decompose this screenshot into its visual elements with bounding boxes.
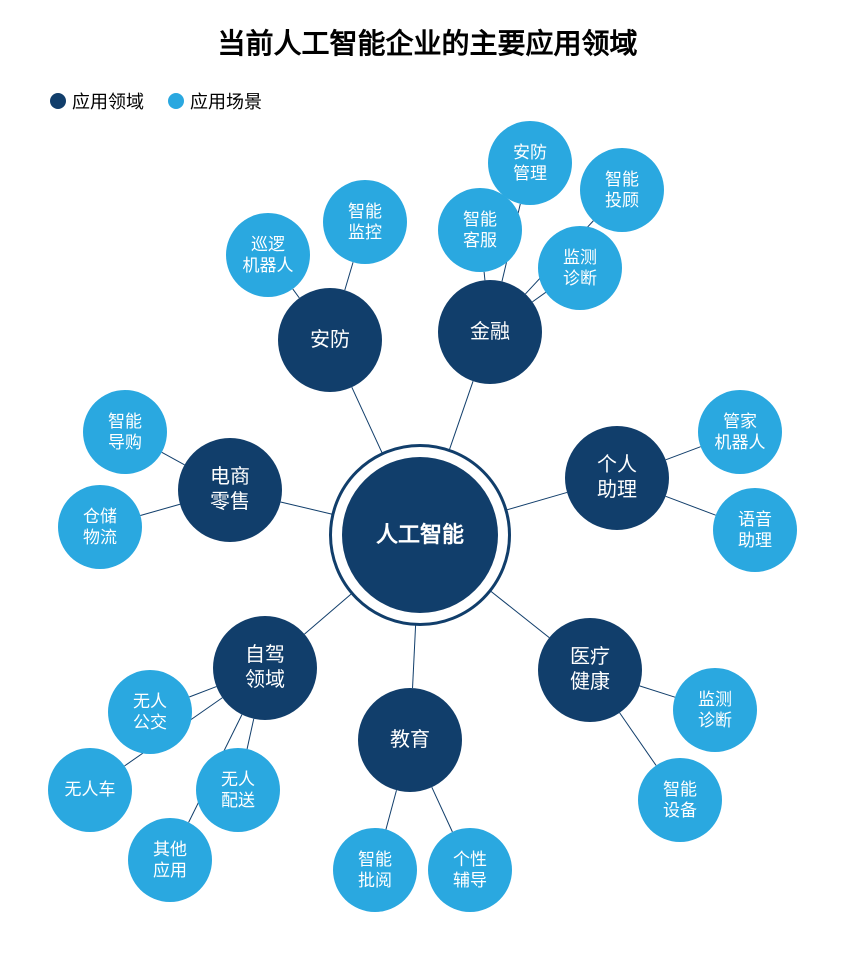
- domain-jinrong: 金融: [438, 280, 542, 384]
- scene-jinrong-2-label: 智能 投顾: [605, 169, 639, 212]
- scene-anfang-0: 巡逻 机器人: [226, 213, 310, 297]
- scene-geren-0: 管家 机器人: [698, 390, 782, 474]
- domain-jiaoyu-label: 教育: [390, 728, 430, 753]
- domain-geren-label: 个人 助理: [597, 453, 637, 503]
- scene-jiaoyu-1: 个性 辅导: [428, 828, 512, 912]
- domain-zijia-label: 自驾 领域: [245, 643, 285, 693]
- domain-zijia: 自驾 领域: [213, 616, 317, 720]
- scene-jinrong-3-label: 监测 诊断: [563, 247, 597, 290]
- scene-zijia-1-label: 无人车: [65, 779, 116, 800]
- scene-anfang-1-label: 智能 监控: [348, 201, 382, 244]
- scene-zijia-3: 其他 应用: [128, 818, 212, 902]
- scene-yiliao-1-label: 智能 设备: [663, 779, 697, 822]
- scene-jiaoyu-1-label: 个性 辅导: [453, 849, 487, 892]
- scene-jinrong-0-label: 智能 客服: [463, 209, 497, 252]
- scene-yiliao-1: 智能 设备: [638, 758, 722, 842]
- scene-geren-1-label: 语音 助理: [738, 509, 772, 552]
- scene-jiaoyu-0-label: 智能 批阅: [358, 849, 392, 892]
- center-node-label: 人工智能: [376, 521, 464, 549]
- scene-jinrong-2: 智能 投顾: [580, 148, 664, 232]
- scene-zijia-2: 无人 配送: [196, 748, 280, 832]
- scene-anfang-0-label: 巡逻 机器人: [243, 234, 294, 277]
- scene-geren-0-label: 管家 机器人: [715, 411, 766, 454]
- domain-anfang-label: 安防: [310, 328, 350, 353]
- scene-zijia-0-label: 无人 公交: [133, 691, 167, 734]
- scene-anfang-1: 智能 监控: [323, 180, 407, 264]
- scene-dianshang-1: 仓储 物流: [58, 485, 142, 569]
- scene-jinrong-3: 监测 诊断: [538, 226, 622, 310]
- domain-geren: 个人 助理: [565, 426, 669, 530]
- domain-dianshang: 电商 零售: [178, 438, 282, 542]
- scene-jinrong-0: 智能 客服: [438, 188, 522, 272]
- scene-yiliao-0-label: 监测 诊断: [698, 689, 732, 732]
- domain-yiliao-label: 医疗 健康: [570, 645, 610, 695]
- domain-jiaoyu: 教育: [358, 688, 462, 792]
- scene-zijia-2-label: 无人 配送: [221, 769, 255, 812]
- scene-jinrong-1: 安防 管理: [488, 121, 572, 205]
- domain-dianshang-label: 电商 零售: [210, 465, 250, 515]
- center-node: 人工智能: [342, 457, 498, 613]
- domain-jinrong-label: 金融: [470, 320, 510, 345]
- scene-yiliao-0: 监测 诊断: [673, 668, 757, 752]
- domain-anfang: 安防: [278, 288, 382, 392]
- scene-zijia-1: 无人车: [48, 748, 132, 832]
- scene-dianshang-1-label: 仓储 物流: [83, 506, 117, 549]
- scene-jinrong-1-label: 安防 管理: [513, 142, 547, 185]
- domain-yiliao: 医疗 健康: [538, 618, 642, 722]
- scene-dianshang-0: 智能 导购: [83, 390, 167, 474]
- scene-geren-1: 语音 助理: [713, 488, 797, 572]
- scene-zijia-0: 无人 公交: [108, 670, 192, 754]
- scene-dianshang-0-label: 智能 导购: [108, 411, 142, 454]
- scene-jiaoyu-0: 智能 批阅: [333, 828, 417, 912]
- scene-zijia-3-label: 其他 应用: [153, 839, 187, 882]
